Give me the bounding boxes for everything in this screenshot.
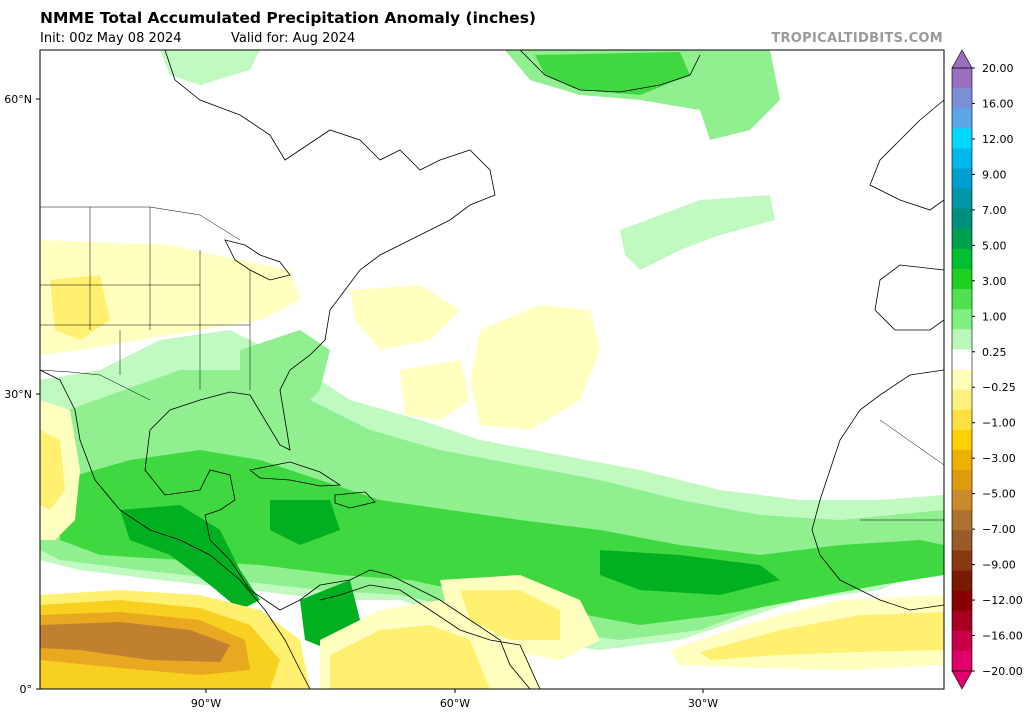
coastline-south-america (319, 584, 541, 689)
state-lines-2 (119, 270, 251, 390)
anomaly-venezuela-dry-core (330, 625, 490, 689)
great-lakes (224, 239, 291, 281)
map-title: NMME Total Accumulated Precipitation Ano… (40, 9, 536, 27)
colorbar-max-arrow (951, 49, 973, 69)
colorbar-label: 5.00 (982, 239, 1007, 252)
colorbar-swatch (952, 208, 972, 230)
anomaly-greenland-wet-core (535, 52, 690, 95)
coastline-iberia (874, 264, 944, 331)
colorbar-swatch (952, 88, 972, 109)
colorbar-swatch (952, 248, 972, 270)
colorbar-swatch (952, 510, 972, 531)
anomaly-east-pacific-dry-core (40, 622, 230, 662)
colorbar-label: 0.25 (982, 346, 1007, 359)
anomaly-equatorial-atlantic-dry-core (460, 590, 560, 640)
colorbar-swatch (952, 650, 972, 672)
colorbar-swatch (952, 530, 972, 551)
brand-watermark: TROPICALTIDBITS.COM (771, 31, 943, 46)
colorbar-swatch (952, 630, 972, 652)
state-lines-1 (40, 207, 250, 330)
lat-label-30n: 30°N (4, 388, 32, 401)
anomaly-plains-dry (50, 275, 110, 340)
anomaly-eastern-us-dry (40, 240, 300, 355)
colorbar-swatch (952, 449, 972, 471)
coastline-north-america (144, 50, 531, 689)
border-africa (860, 419, 944, 521)
colorbar-swatch (952, 188, 972, 210)
colorbar-border (951, 67, 973, 672)
coastline-cuba (249, 461, 342, 487)
anomaly-atlantic-dry-2 (400, 360, 470, 420)
lon-label-30w: 30°W (688, 697, 718, 710)
anomaly-field (40, 50, 944, 689)
colorbar-swatch (952, 329, 972, 350)
lon-label-60w: 60°W (440, 697, 470, 710)
colorbar-swatch (952, 349, 972, 370)
lat-label-0: 0° (20, 683, 33, 696)
colorbar-label: −16.00 (982, 630, 1023, 643)
colorbar-swatch (952, 590, 972, 612)
coastline-hispaniola (334, 491, 376, 509)
coastline-europe (869, 99, 944, 211)
colorbar-swatch (952, 148, 972, 169)
colorbar-swatch (952, 289, 972, 310)
colorbar-swatch (952, 309, 972, 330)
coastline-africa (811, 369, 944, 611)
colorbar-label: 7.00 (982, 204, 1007, 217)
colorbar-swatch (952, 429, 972, 451)
border-us-mexico (40, 369, 151, 401)
colorbar-label: 12.00 (982, 133, 1014, 146)
colorbar-swatch (952, 128, 972, 149)
colorbar-swatch (952, 269, 972, 290)
colorbar-swatch (952, 389, 972, 411)
coastlines (40, 50, 944, 689)
colorbar-min-arrow (951, 670, 973, 690)
border-us-canada (40, 206, 241, 241)
colorbar-swatch (952, 68, 972, 89)
colorbar-label: 9.00 (982, 168, 1007, 181)
colorbar-label: 20.00 (982, 62, 1014, 75)
colorbar-swatch (952, 490, 972, 511)
colorbar-label: −0.25 (982, 381, 1016, 394)
coastline-pacific-mexico (40, 369, 311, 689)
colorbar-label: −7.00 (982, 523, 1016, 536)
colorbar-swatch (952, 470, 972, 491)
colorbar-swatch (952, 108, 972, 129)
anomaly-gulf-guinea-dry-core (700, 612, 944, 660)
colorbar-label: −3.00 (982, 452, 1016, 465)
valid-time: Valid for: Aug 2024 (231, 31, 356, 46)
colorbar-label: 3.00 (982, 275, 1007, 288)
lon-label-90w: 90°W (191, 697, 221, 710)
colorbar-label: −1.00 (982, 417, 1016, 430)
borders (40, 206, 944, 521)
colorbar: 20.00 16.00 12.00 9.00 7.00 5.00 3.00 1.00 0.25 −… (951, 49, 1023, 690)
colorbar-label: −20.00 (982, 665, 1023, 678)
colorbar-swatch (952, 550, 972, 571)
colorbar-swatch (952, 570, 972, 592)
colorbar-label: −12.00 (982, 594, 1023, 607)
anomaly-north-atlantic-wet (620, 195, 775, 270)
anomaly-caribbean-wet (270, 500, 340, 545)
anomaly-canada-wet (160, 50, 260, 85)
colorbar-label: 1.00 (982, 310, 1007, 323)
colorbar-label: −9.00 (982, 559, 1016, 572)
colorbar-swatch (952, 369, 972, 391)
colorbar-label: 16.00 (982, 97, 1014, 110)
colorbar-swatch (952, 228, 972, 250)
map-frame (39, 49, 945, 690)
colorbar-swatch (952, 168, 972, 190)
anomaly-subtropical-dry (470, 305, 600, 430)
lon-axis: 90°W 60°W 30°W (191, 689, 718, 710)
init-time: Init: 00z May 08 2024 (40, 31, 182, 46)
lat-axis: 60°N 30°N 0° (4, 93, 40, 696)
coastline-greenland (519, 50, 701, 93)
anomaly-africa-atlantic-wet (600, 550, 780, 595)
colorbar-swatch (952, 610, 972, 632)
anomaly-bermuda-dry (350, 285, 460, 350)
lat-label-60n: 60°N (4, 93, 32, 106)
colorbar-label: −5.00 (982, 488, 1016, 501)
colorbar-swatch (952, 409, 972, 431)
anomaly-mexico-west-dry-core (40, 430, 65, 510)
